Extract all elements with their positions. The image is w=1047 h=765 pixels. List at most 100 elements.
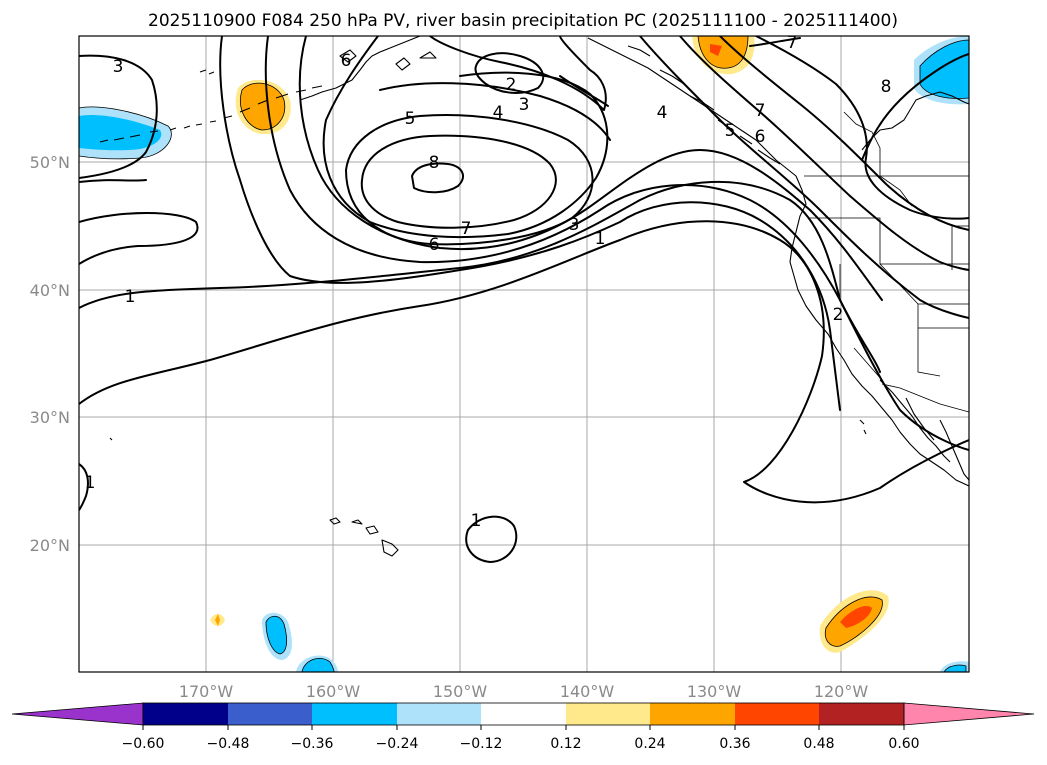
pv-contour-7-top (749, 37, 801, 47)
map-area: 3 6 2 3 4 5 8 7 6 3 1 1 1 1 4 5 6 7 8 2 … (79, 33, 969, 672)
pv-contour-1-left (79, 212, 199, 265)
pv-contours (79, 36, 969, 563)
lon-label-130w: 130°W (687, 682, 742, 701)
lon-label-140w: 140°W (560, 682, 615, 701)
pv-contour-6 (345, 114, 594, 246)
neg-core-south-1 (265, 615, 288, 655)
contour-label: 3 (113, 57, 124, 77)
pv-contour-1-top (559, 75, 609, 107)
contour-label: 7 (787, 33, 798, 53)
contour-label: 5 (725, 121, 736, 141)
neg-core-southeast-corner (943, 664, 967, 672)
pv-contour-1-main (79, 180, 969, 451)
neg-core-northeast (919, 39, 969, 99)
alaska-panhandle (587, 37, 797, 177)
colorbar-tick-label: −0.48 (207, 736, 250, 752)
pv-contour-3 (264, 36, 881, 373)
lat-label-20n: 20°N (30, 536, 70, 555)
contour-label: 4 (657, 103, 668, 123)
pv-contour-4-north (379, 82, 611, 141)
lon-label-160w: 160°W (306, 682, 361, 701)
pv-contour-8-northeast (861, 53, 969, 161)
pos-core-north (697, 36, 749, 69)
pv-contour-1-south (79, 220, 969, 504)
longitude-labels: 170°W 160°W 150°W 140°W 130°W 120°W (179, 682, 869, 701)
pv-contour-7 (360, 134, 557, 229)
small-islands (109, 69, 867, 441)
contour-labels: 3 6 2 3 4 5 8 7 6 3 1 1 1 1 4 5 6 7 8 2 … (85, 33, 892, 531)
pv-contour-coast-6 (719, 36, 969, 231)
colorbar-segment (397, 703, 481, 725)
colorbar-ticks (142, 725, 905, 730)
colorbar-segment (312, 703, 397, 725)
contour-label: 8 (429, 153, 440, 173)
colorbar-tick-label: −0.60 (122, 736, 165, 752)
canada-province-borders (843, 111, 913, 207)
map-background (79, 36, 969, 672)
colorbar-segment (143, 703, 228, 725)
contour-label: 6 (755, 127, 766, 147)
kodiak-island (339, 49, 437, 71)
colorbar-segment (566, 703, 650, 725)
pv-contour-coast-5 (679, 36, 969, 271)
colorbar-outline (142, 702, 905, 726)
neg-core-west (79, 114, 162, 151)
contour-label: 6 (429, 235, 440, 255)
latitude-labels: 50°N 40°N 30°N 20°N (30, 153, 70, 555)
pv-contour-1-west-edge (79, 463, 89, 511)
lat-label-30n: 30°N (30, 408, 70, 427)
pv-contour-1-hawaii (465, 515, 518, 563)
colorbar-tick-label: −0.36 (291, 736, 334, 752)
lon-label-170w: 170°W (179, 682, 234, 701)
lat-label-40n: 40°N (30, 281, 70, 300)
contour-label: 5 (405, 109, 416, 129)
lat-label-50n: 50°N (30, 153, 70, 172)
colorbar-tick-label: 0.36 (719, 736, 750, 752)
pv-contour-3-north (429, 36, 607, 111)
pv-contour-4 (298, 36, 883, 301)
colorbar-extend-low (11, 702, 144, 726)
state-borders (808, 217, 969, 381)
contour-label: 8 (881, 77, 892, 97)
colorbar-tick-labels: −0.60 −0.48 −0.36 −0.24 −0.12 0.12 0.24 … (122, 736, 920, 752)
contour-label: 1 (85, 473, 96, 493)
lon-label-150w: 150°W (433, 682, 488, 701)
pv-contour-3-topleft (79, 54, 158, 179)
lon-label-120w: 120°W (814, 682, 869, 701)
pv-contour-2-north (474, 52, 545, 94)
pv-contour-8 (411, 162, 464, 194)
pv-contour-coast-4 (639, 36, 969, 319)
colorbar-segment (481, 703, 566, 725)
precip-shading (79, 36, 969, 672)
contour-label: 1 (471, 511, 482, 531)
contour-label: 2 (833, 305, 844, 325)
contour-label: 1 (595, 229, 606, 249)
map-title: 2025110900 F084 250 hPa PV, river basin … (148, 11, 898, 31)
pv-contour-coast-7 (755, 36, 969, 220)
contour-label: 6 (341, 51, 352, 71)
political-borders (804, 111, 969, 413)
hudson-area (861, 91, 969, 151)
contour-label: 3 (519, 95, 530, 115)
colorbar-extend-high (903, 702, 1035, 726)
colorbar-tick-label: −0.24 (376, 736, 419, 752)
gridlines (79, 36, 969, 672)
colorbar-tick-label: 0.60 (888, 736, 919, 752)
contour-label: 4 (493, 103, 504, 123)
gulf-coast (939, 419, 969, 481)
pv-contour-2 (219, 36, 841, 411)
colorbar-tick-label: 0.48 (803, 736, 834, 752)
contour-label: 2 (506, 75, 517, 95)
map-frame (78, 35, 970, 673)
pos-small-core-south (215, 614, 220, 626)
alaska-coast (299, 36, 421, 101)
colorbar-segment (735, 703, 819, 725)
hawaii-islands (329, 517, 399, 557)
contour-label: 3 (569, 215, 580, 235)
pos-peak-north (710, 44, 722, 56)
pos-peak-southeast (840, 605, 872, 628)
pv-contour-2-left (79, 179, 147, 183)
colorbar: −0.60 −0.48 −0.36 −0.24 −0.12 0.12 0.24 … (11, 702, 1035, 752)
colorbar-segment (228, 703, 312, 725)
